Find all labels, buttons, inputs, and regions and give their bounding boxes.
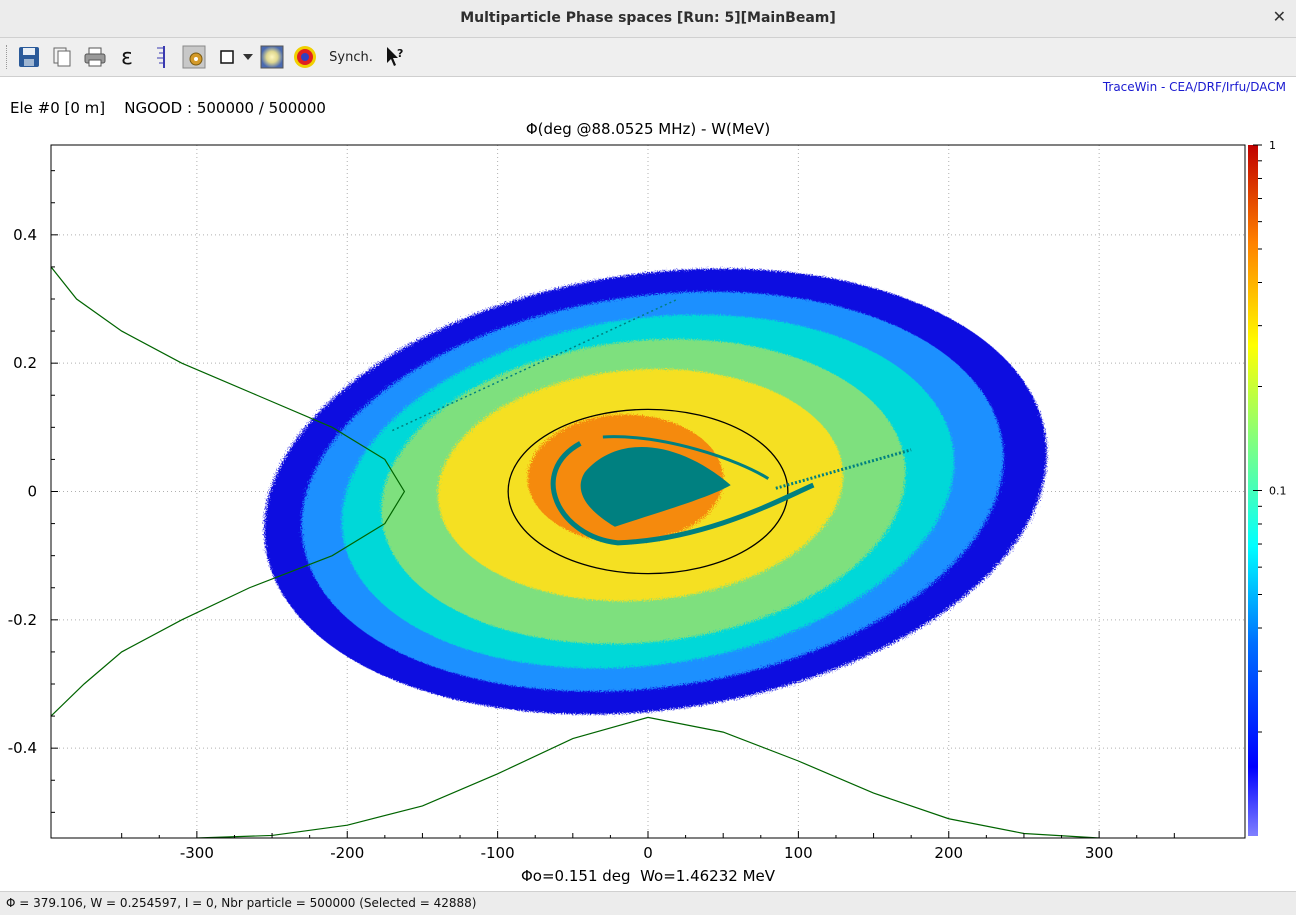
element-info: Ele #0 [0 m] NGOOD : 500000 / 500000: [10, 99, 326, 117]
profiles: [51, 266, 1236, 838]
core-blob: [580, 446, 731, 527]
x-tick-label: 0: [643, 844, 653, 862]
core-tail-right: [775, 448, 912, 490]
rms-ellipse: [507, 408, 789, 575]
save-icon[interactable]: [17, 44, 41, 70]
y-tick-label: -0.2: [8, 611, 37, 629]
credit-text: TraceWin - CEA/DRF/Irfu/DACM: [1102, 80, 1286, 94]
ruler-icon[interactable]: [150, 44, 172, 70]
core-arm: [602, 435, 770, 480]
axes: -300 -200 -100 0 100 200 300 0.4 0.2 0 -0.2 -0.4: [8, 170, 1175, 862]
synch-button[interactable]: Synch.: [329, 49, 373, 65]
x-axis-label: Φo=0.151 deg Wo=1.46232 MeV: [521, 867, 775, 885]
dropdown-arrow-icon[interactable]: [241, 44, 255, 70]
colorbar-ticks: 10.1: [1253, 139, 1287, 733]
phase-profile: [60, 716, 1236, 838]
copy-icon[interactable]: [50, 44, 74, 70]
y-tick-label: 0.2: [13, 354, 37, 372]
plot-area: TraceWin - CEA/DRF/Irfu/DACM Ele #0 [0 m…: [0, 77, 1296, 890]
window-title: Multiparticle Phase spaces [Run: 5][Main…: [460, 10, 836, 26]
settings-icon[interactable]: [181, 44, 207, 70]
x-tick-label: -300: [180, 844, 214, 862]
target-view-icon[interactable]: [292, 44, 318, 70]
print-icon[interactable]: [82, 44, 108, 70]
title-bar: Multiparticle Phase spaces [Run: 5][Main…: [0, 0, 1296, 38]
plot-title: Φ(deg @88.0525 MHz) - W(MeV): [525, 120, 771, 138]
x-tick-label: -100: [481, 844, 515, 862]
status-bar: Φ = 379.106, W = 0.254597, I = 0, Nbr pa…: [0, 891, 1296, 915]
density-view-icon[interactable]: [259, 44, 285, 70]
energy-profile: [51, 266, 406, 717]
x-tick-label: 200: [934, 844, 963, 862]
x-tick-label: 100: [784, 844, 813, 862]
status-text: Φ = 379.106, W = 0.254597, I = 0, Nbr pa…: [6, 896, 477, 910]
y-tick-label: 0.4: [13, 226, 37, 244]
y-tick-label: 0: [27, 483, 37, 501]
y-tick-label: -0.4: [8, 739, 37, 757]
core-filament: [550, 441, 815, 546]
x-tick-label: 300: [1085, 844, 1114, 862]
toolbar: ε Synch. ?: [0, 38, 1296, 77]
close-icon[interactable]: ✕: [1272, 7, 1286, 26]
help-cursor-icon[interactable]: ?: [384, 44, 406, 70]
beam-core: [392, 298, 912, 546]
frame-checkbox-icon[interactable]: [219, 44, 235, 70]
emittance-epsilon-icon[interactable]: ε: [121, 44, 133, 70]
colorbar-label: 1: [1269, 139, 1276, 152]
x-tick-label: -200: [330, 844, 364, 862]
svg-text:?: ?: [397, 47, 403, 60]
toolbar-grip: [6, 45, 10, 69]
colorbar-label: 0.1: [1269, 485, 1287, 498]
